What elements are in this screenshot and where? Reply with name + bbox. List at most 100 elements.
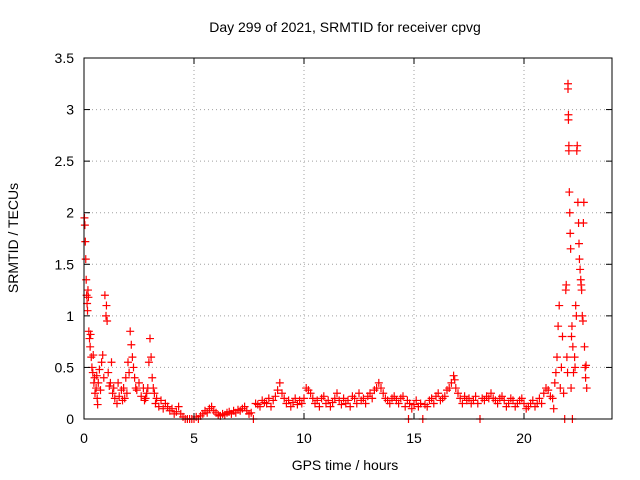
data-point	[458, 399, 467, 408]
data-point	[328, 398, 337, 407]
data-point	[163, 402, 172, 411]
data-point	[517, 394, 526, 403]
data-point	[141, 394, 150, 403]
data-point	[159, 404, 168, 413]
data-point	[581, 373, 590, 382]
data-point	[203, 408, 212, 417]
data-point	[562, 280, 571, 289]
data-point	[465, 394, 473, 403]
data-point	[557, 363, 566, 372]
data-point	[122, 389, 131, 398]
data-point	[126, 327, 135, 336]
data-point	[368, 394, 377, 403]
data-point	[102, 311, 110, 320]
y-tick-label: 2	[66, 205, 74, 221]
data-point	[576, 265, 585, 274]
data-point	[278, 389, 286, 398]
data-point	[567, 332, 576, 341]
data-point	[174, 402, 183, 411]
data-point	[429, 399, 438, 408]
data-point	[284, 396, 293, 405]
y-axis-label: SRMTID / TECUs	[5, 183, 21, 293]
data-point	[269, 396, 278, 405]
data-point	[131, 384, 140, 393]
data-point	[559, 389, 568, 398]
data-point	[493, 399, 502, 408]
data-point	[85, 334, 94, 343]
data-point	[390, 392, 399, 401]
data-point	[575, 255, 584, 264]
data-point	[567, 322, 576, 331]
data-point	[207, 402, 216, 411]
data-point	[366, 389, 374, 398]
data-point	[154, 402, 163, 411]
data-point	[137, 392, 146, 401]
data-point	[247, 408, 256, 417]
data-point	[416, 399, 425, 408]
data-point	[578, 317, 587, 326]
data-point	[308, 394, 317, 403]
data-point	[480, 396, 489, 405]
data-point	[99, 373, 108, 382]
data-point	[124, 358, 132, 367]
data-point	[89, 351, 98, 360]
data-point	[582, 361, 591, 370]
data-point	[500, 396, 509, 405]
data-point	[87, 353, 96, 362]
data-point	[132, 386, 141, 395]
data-point	[573, 141, 582, 150]
data-point	[469, 396, 478, 405]
data-point	[337, 400, 346, 409]
data-point	[313, 396, 322, 405]
data-point	[264, 394, 273, 403]
y-tick-label: 2.5	[55, 153, 75, 169]
data-point	[108, 389, 117, 398]
data-point	[114, 378, 123, 387]
data-point	[575, 239, 583, 248]
data-point	[81, 255, 90, 264]
data-point	[564, 79, 572, 88]
data-point	[275, 378, 284, 387]
data-point	[110, 394, 119, 403]
data-point	[487, 389, 495, 398]
data-point	[291, 394, 300, 403]
data-point	[410, 400, 418, 409]
data-point	[535, 394, 544, 403]
data-point	[571, 363, 580, 372]
data-point	[549, 404, 558, 413]
data-point	[289, 398, 297, 407]
plot-frame	[83, 57, 613, 420]
data-point	[544, 386, 553, 395]
data-point	[565, 208, 574, 217]
data-point	[102, 301, 111, 310]
data-point	[271, 392, 280, 401]
y-tick-label: 0	[66, 411, 74, 427]
x-tick-label: 0	[80, 430, 88, 446]
data-point	[528, 396, 537, 405]
data-point	[551, 368, 560, 377]
data-point	[558, 332, 567, 341]
data-point	[361, 399, 370, 408]
data-point	[471, 392, 480, 401]
data-point	[168, 404, 176, 413]
data-point	[306, 389, 315, 398]
data-point	[127, 340, 136, 349]
data-point	[147, 353, 156, 362]
data-point	[350, 394, 359, 403]
data-point	[319, 392, 328, 401]
data-point	[119, 384, 128, 393]
data-point	[324, 396, 333, 405]
data-point	[128, 353, 137, 362]
data-point	[460, 392, 469, 401]
data-point	[571, 301, 580, 310]
x-tick-label: 5	[190, 430, 198, 446]
data-point	[562, 353, 571, 362]
data-point	[548, 394, 557, 403]
data-point	[564, 110, 573, 119]
data-point	[569, 368, 578, 377]
y-tick-label: 1	[66, 308, 74, 324]
data-point	[140, 396, 149, 405]
data-point	[405, 399, 414, 408]
data-point	[135, 378, 143, 387]
data-point	[359, 394, 368, 403]
